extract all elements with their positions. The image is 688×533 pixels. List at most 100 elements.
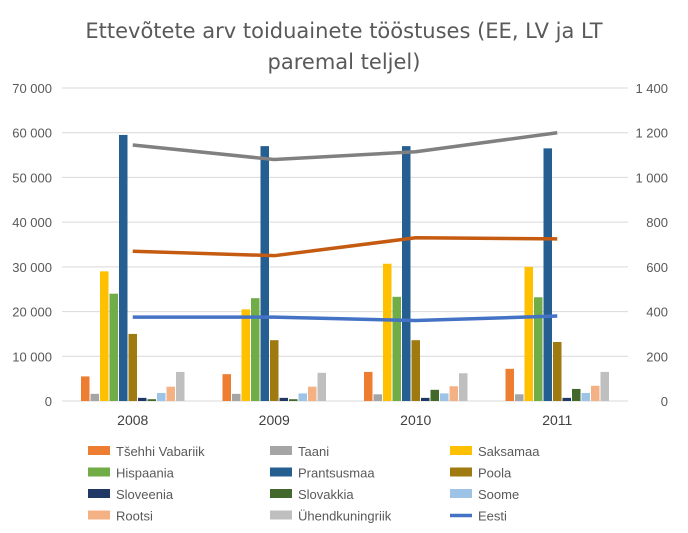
bar (591, 385, 600, 401)
legend-swatch (88, 467, 110, 477)
bar (581, 392, 590, 401)
left-axis-ticks: 0 10 000 20 000 30 000 40 000 50 000 60 000 70 … (12, 81, 52, 409)
left-axis-tick-label: 70 000 (12, 81, 52, 96)
bar (317, 372, 326, 401)
legend-swatch (450, 446, 472, 455)
bar (373, 394, 382, 401)
bar (270, 340, 279, 401)
bar (392, 296, 401, 401)
x-axis-tick-label: 2008 (117, 412, 148, 428)
bar (251, 298, 260, 401)
bar (138, 397, 147, 401)
bar (308, 386, 317, 401)
bar (279, 397, 288, 401)
legend-label: Tšehhi Vabariik (116, 444, 205, 459)
x-axis-tick-label: 2009 (259, 412, 290, 428)
bars (81, 134, 609, 401)
right-axis-tick-label: 0 (661, 394, 668, 409)
bar (119, 134, 128, 401)
bar (260, 146, 269, 401)
legend-label: Soome (478, 487, 519, 502)
right-axis-tick-label: 400 (646, 305, 668, 320)
left-axis-tick-label: 20 000 (12, 305, 52, 320)
bar (421, 397, 430, 401)
right-axis-ticks: 0 200 400 600 800 1 000 1 200 1 400 (635, 81, 668, 409)
legend-label: Poola (478, 466, 512, 481)
left-axis-tick-label: 0 (45, 394, 52, 409)
chart-title-line-1: Ettevõtete arv toiduainete tööstuses (EE… (85, 19, 602, 43)
gridlines (62, 87, 628, 402)
right-axis-tick-label: 800 (646, 215, 668, 230)
left-axis-tick-label: 30 000 (12, 260, 52, 275)
legend-label: Taani (298, 444, 329, 459)
legend-label: Slovakkia (298, 487, 354, 502)
legend-swatch (88, 489, 110, 498)
legend-label: Hispaania (116, 466, 175, 481)
chart-title-line-2: paremal teljel) (268, 50, 421, 74)
series-line (132, 130, 558, 162)
series-line (132, 314, 558, 323)
left-axis-tick-label: 10 000 (12, 349, 52, 364)
bar (157, 392, 166, 401)
series-line (132, 236, 558, 258)
bar (430, 389, 439, 401)
bar (90, 393, 99, 401)
bar (81, 376, 90, 401)
bar (100, 271, 109, 401)
bar (572, 388, 581, 401)
bar (553, 341, 562, 401)
bar (241, 309, 250, 401)
legend-swatch (270, 489, 292, 498)
legend-label: Rootsi (116, 509, 153, 524)
legend-label: Prantsusmaa (298, 466, 375, 481)
legend-swatch (270, 510, 292, 520)
bar (600, 371, 609, 401)
bar (383, 263, 392, 401)
bar (128, 333, 137, 401)
bar (459, 373, 468, 401)
x-axis-ticks: 2008 2009 2010 2011 (117, 412, 572, 428)
left-axis-tick-label: 60 000 (12, 126, 52, 141)
bar (176, 371, 185, 401)
bar (109, 293, 118, 401)
legend-label: Eesti (478, 509, 507, 524)
right-axis-tick-label: 1 200 (635, 126, 668, 141)
line-series (132, 130, 558, 323)
legend-label: Saksamaa (478, 444, 540, 459)
left-axis-tick-label: 40 000 (12, 215, 52, 230)
legend-swatch (270, 446, 292, 455)
x-axis-tick-label: 2010 (400, 412, 431, 428)
left-axis-tick-label: 50 000 (12, 170, 52, 185)
bar (147, 399, 156, 401)
legend-swatch (450, 467, 472, 477)
bar (402, 146, 411, 401)
bar (505, 368, 514, 401)
right-axis-tick-label: 1 400 (635, 81, 668, 96)
right-axis-tick-label: 600 (646, 260, 668, 275)
legend-swatch (450, 489, 472, 498)
bar (298, 393, 307, 401)
right-axis-tick-label: 1 000 (635, 170, 668, 185)
right-axis-tick-label: 200 (646, 349, 668, 364)
legend-swatch (270, 467, 292, 477)
bar (222, 374, 231, 401)
legend: Tšehhi Vabariik Taani Saksamaa Hispaania Pra… (88, 444, 540, 524)
bar (524, 266, 533, 401)
bar (166, 386, 175, 401)
bar (232, 393, 241, 401)
x-axis-tick-label: 2011 (542, 412, 572, 428)
bar (543, 148, 552, 401)
legend-swatch (88, 510, 110, 520)
legend-label: Ühendkuningriik (298, 509, 392, 524)
bar (289, 399, 298, 401)
bar (449, 386, 458, 401)
bar (364, 371, 373, 401)
bar (515, 394, 524, 401)
bar (534, 297, 543, 401)
bar (440, 393, 449, 401)
bar (562, 397, 571, 401)
bar (411, 340, 420, 401)
legend-label: Sloveenia (116, 487, 174, 502)
